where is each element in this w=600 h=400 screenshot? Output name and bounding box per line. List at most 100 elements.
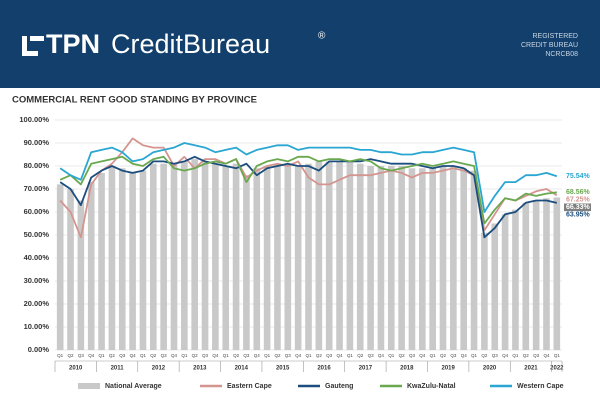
x-tick-label: Q1 — [223, 353, 230, 358]
x-tick-label: Q1 — [554, 353, 561, 358]
x-tick-label: Q4 — [461, 353, 468, 358]
legend-label: Gauteng — [325, 383, 353, 390]
bar — [460, 168, 468, 350]
bar — [553, 197, 561, 350]
bar — [450, 166, 457, 350]
bar — [232, 163, 240, 350]
legend-label: National Average — [105, 383, 162, 390]
year-label: 2018 — [400, 366, 414, 372]
y-tick-label: 40.00% — [24, 253, 50, 262]
header-banner — [0, 0, 600, 88]
year-label: 2014 — [235, 366, 249, 372]
logo-mark: ® — [318, 31, 326, 42]
x-tick-label: Q2 — [109, 353, 116, 358]
bar — [387, 166, 395, 350]
bar — [284, 163, 292, 350]
x-tick-label: Q3 — [119, 353, 126, 358]
bar — [191, 159, 198, 350]
bar — [181, 161, 188, 350]
bar — [253, 168, 261, 350]
x-tick-label: Q2 — [399, 353, 406, 358]
year-label: 2010 — [69, 366, 83, 372]
y-tick-label: 30.00% — [24, 276, 50, 285]
x-tick-label: Q4 — [378, 353, 385, 358]
end-label: 67.25% — [566, 197, 591, 204]
bar — [118, 168, 126, 350]
bar — [274, 163, 281, 350]
y-tick-label: 60.00% — [24, 207, 50, 216]
x-tick-label: Q1 — [57, 353, 64, 358]
x-tick-label: Q4 — [295, 353, 302, 358]
x-tick-label: Q3 — [202, 353, 209, 358]
y-tick-label: 80.00% — [24, 161, 50, 170]
bar — [108, 166, 116, 350]
line — [59, 142, 558, 213]
logo-icon — [22, 36, 44, 56]
x-tick-label: Q4 — [171, 353, 178, 358]
x-tick-label: Q2 — [150, 353, 157, 358]
bar — [377, 166, 385, 350]
x-tick-label: Q1 — [99, 353, 106, 358]
end-label-box — [564, 203, 591, 212]
logo-bold: TPN — [46, 29, 100, 59]
x-tick-label: Q2 — [274, 353, 281, 358]
line — [59, 155, 558, 239]
year-label: 2022 — [550, 366, 564, 372]
bar — [501, 214, 509, 350]
bar — [98, 172, 105, 350]
registration-line: CREDIT BUREAU — [521, 42, 578, 49]
bar — [491, 223, 499, 350]
y-tick-label: 50.00% — [24, 230, 50, 239]
bar — [522, 202, 530, 350]
bar — [512, 209, 519, 350]
bar — [346, 161, 354, 350]
y-tick-label: 70.00% — [24, 184, 50, 193]
x-tick-label: Q1 — [181, 353, 188, 358]
end-label: 75.54% — [566, 173, 591, 180]
bar — [263, 166, 271, 350]
bar — [170, 163, 178, 350]
year-label: 2021 — [524, 366, 538, 372]
x-tick-label: Q2 — [523, 353, 530, 358]
x-tick-label: Q1 — [305, 353, 312, 358]
x-tick-label: Q4 — [419, 353, 426, 358]
bar — [87, 182, 95, 350]
x-tick-label: Q1 — [264, 353, 271, 358]
bar — [305, 163, 312, 350]
x-tick-label: Q2 — [481, 353, 488, 358]
x-tick-label: Q2 — [192, 353, 199, 358]
bar — [243, 175, 250, 350]
x-tick-label: Q4 — [543, 353, 550, 358]
x-tick-label: Q4 — [88, 353, 95, 358]
x-tick-label: Q3 — [161, 353, 168, 358]
bar — [481, 232, 488, 350]
bar — [67, 189, 74, 350]
x-tick-label: Q4 — [212, 353, 219, 358]
registration-line: REGISTERED — [532, 33, 578, 40]
x-tick-label: Q3 — [492, 353, 499, 358]
registration-line: NCRCB08 — [545, 51, 578, 58]
bar — [356, 163, 364, 350]
x-tick-label: Q3 — [409, 353, 416, 358]
x-tick-label: Q3 — [533, 353, 540, 358]
bar — [149, 163, 157, 350]
legend-label: Eastern Cape — [227, 383, 272, 390]
bar — [212, 163, 219, 350]
y-tick-label: 20.00% — [24, 299, 50, 308]
x-tick-label: Q1 — [430, 353, 437, 358]
x-tick-label: Q2 — [357, 353, 364, 358]
x-tick-label: Q2 — [316, 353, 323, 358]
x-tick-label: Q1 — [347, 353, 354, 358]
bar — [398, 166, 405, 350]
x-tick-label: Q3 — [368, 353, 375, 358]
year-label: 2016 — [317, 366, 331, 372]
bar — [129, 172, 136, 350]
x-tick-label: Q2 — [233, 353, 240, 358]
legend-label: Western Cape — [517, 383, 564, 390]
bar — [201, 161, 209, 350]
bar — [439, 166, 447, 350]
year-label: 2020 — [483, 366, 497, 372]
bar — [543, 198, 550, 350]
